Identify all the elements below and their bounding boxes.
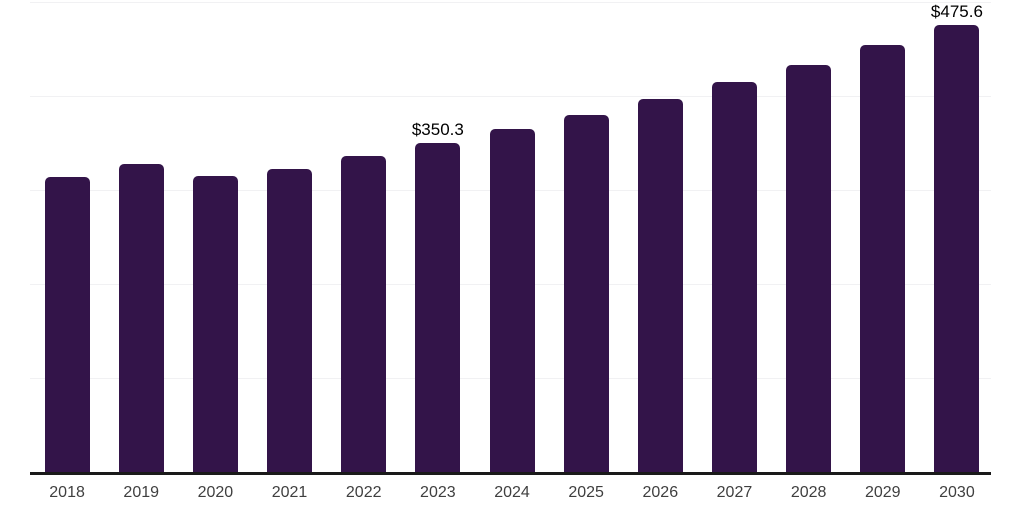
x-axis-line bbox=[30, 472, 991, 475]
x-tick-label-2023: 2023 bbox=[420, 484, 456, 501]
bar-2023 bbox=[415, 142, 461, 472]
bar-2030 bbox=[934, 24, 980, 472]
x-tick-label-2028: 2028 bbox=[790, 484, 827, 501]
gridline-400 bbox=[30, 96, 991, 97]
bar-2021 bbox=[267, 169, 313, 472]
x-tick-label-2018: 2018 bbox=[49, 484, 85, 501]
bar-2024 bbox=[489, 128, 535, 472]
x-tick-label-2022: 2022 bbox=[345, 484, 382, 501]
x-tick-label-2026: 2026 bbox=[642, 484, 679, 501]
x-tick-label-2027: 2027 bbox=[716, 484, 753, 501]
bar-2022 bbox=[341, 155, 387, 472]
x-tick-label-2024: 2024 bbox=[494, 484, 530, 501]
gridline-500 bbox=[30, 2, 991, 3]
x-tick-label-2030: 2030 bbox=[939, 484, 975, 501]
bar-2019 bbox=[118, 164, 164, 472]
bar-2026 bbox=[637, 98, 683, 472]
x-tick-label-2019: 2019 bbox=[123, 484, 160, 501]
bar-2028 bbox=[786, 64, 832, 472]
x-tick-label-2020: 2020 bbox=[197, 484, 234, 501]
x-tick-label-2029: 2029 bbox=[864, 484, 901, 501]
bar-2025 bbox=[563, 114, 609, 472]
x-tick-label-2021: 2021 bbox=[271, 484, 308, 501]
bar-2020 bbox=[192, 176, 238, 472]
bar-2029 bbox=[860, 45, 906, 472]
data-label-2030: $475.6 bbox=[930, 1, 983, 21]
x-tick-label-2025: 2025 bbox=[568, 484, 604, 501]
data-label-2023: $350.3 bbox=[411, 119, 464, 139]
bar-2027 bbox=[711, 81, 757, 472]
bar-2018 bbox=[44, 177, 90, 472]
